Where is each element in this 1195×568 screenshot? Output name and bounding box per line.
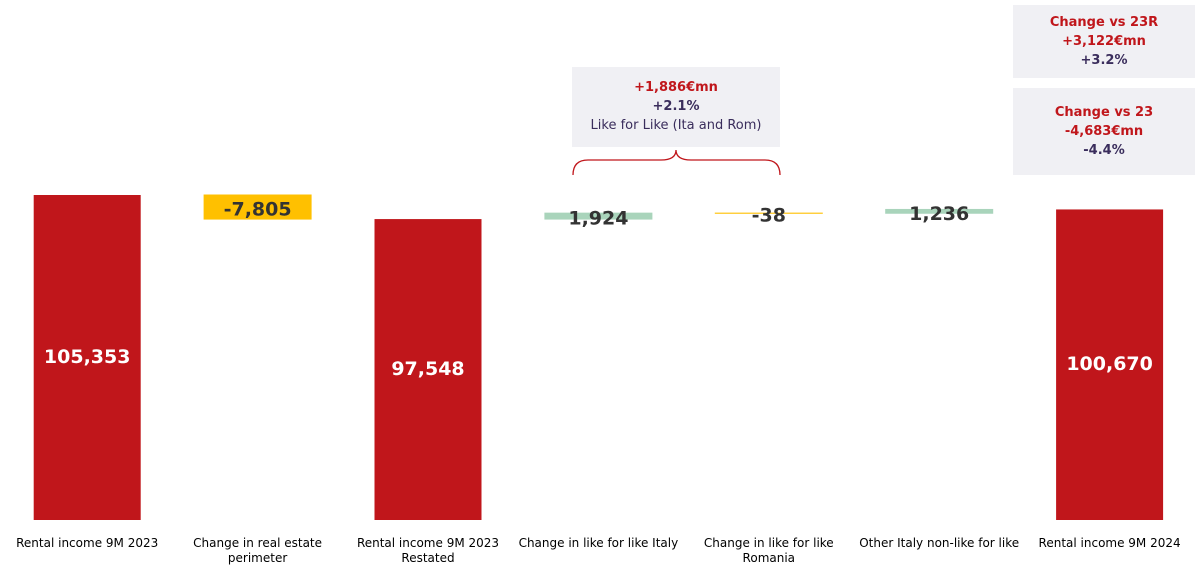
annotation-box: Change vs 23 -4,683€mn -4.4%: [1013, 88, 1195, 175]
bar: [885, 208, 994, 214]
x-tick-label: Rental income 9M 2024: [1038, 536, 1181, 550]
annotation-text: +1,886€mn: [634, 80, 718, 95]
annotation-text: +3.2%: [1080, 53, 1128, 68]
x-tick-label: Rental income 9M 2023: [16, 536, 159, 550]
annotation-text: Change vs 23: [1054, 105, 1154, 120]
value-label: 105,353: [44, 346, 131, 368]
bar: [33, 195, 141, 520]
annotation-text: -4,683€mn: [1064, 124, 1144, 139]
value-label: -7,805: [224, 199, 292, 221]
bar: [374, 219, 482, 520]
annotation-text: Like for Like (Ita and Rom): [590, 118, 762, 133]
value-label: 100,670: [1066, 353, 1153, 375]
annotation-text: +3,122€mn: [1062, 34, 1146, 49]
annotation-text: Change vs 23R: [1049, 15, 1159, 30]
x-tick-label: Change in like for like Romania: [703, 536, 834, 565]
annotation-box: Change vs 23R +3,122€mn +3.2%: [1013, 5, 1195, 78]
bar: [544, 212, 653, 220]
bar: [1056, 209, 1164, 521]
value-label: 1,236: [909, 203, 969, 225]
value-label: -38: [752, 205, 786, 227]
x-tick-label: Other Italy non-like for like: [859, 536, 1020, 550]
x-tick-label: Change in real estate perimeter: [193, 536, 323, 565]
annotation-text: +2.1%: [652, 99, 700, 114]
bar: [203, 194, 312, 220]
x-tick-label: Change in like for like Italy: [518, 536, 679, 550]
value-label: 97,548: [391, 358, 464, 380]
x-tick-label: Rental income 9M 2023 Restated: [356, 536, 500, 565]
annotation-box: +1,886€mn +2.1% Like for Like (Ita and R…: [572, 67, 780, 147]
annotation-text: -4.4%: [1083, 143, 1125, 158]
value-label: 1,924: [568, 208, 628, 230]
brace: [572, 149, 781, 176]
